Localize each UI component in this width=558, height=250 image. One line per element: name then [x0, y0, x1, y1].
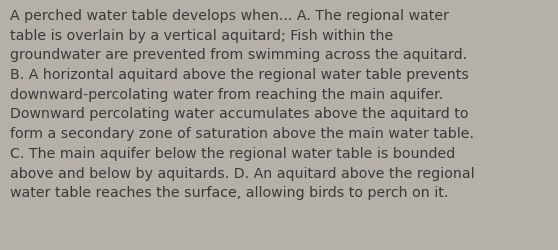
Text: A perched water table develops when... A. The regional water
table is overlain b: A perched water table develops when... A… [10, 9, 475, 200]
